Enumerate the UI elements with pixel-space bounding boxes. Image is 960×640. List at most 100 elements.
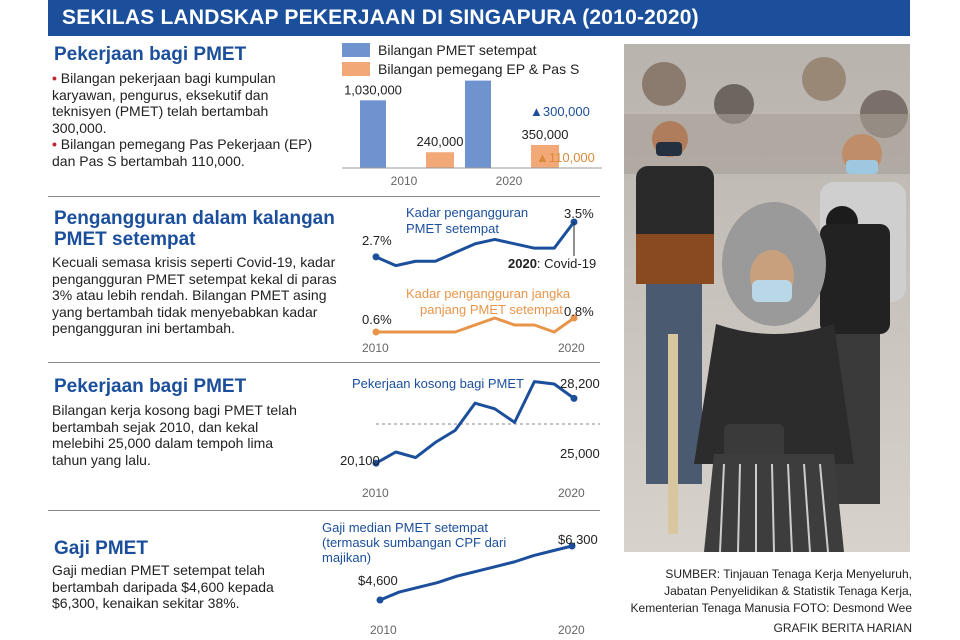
long-term-unemployment-line bbox=[376, 316, 575, 334]
text-line: Gaji median PMET setempat telah bbox=[52, 562, 265, 578]
x-tick-label: 2010 bbox=[370, 623, 397, 637]
x-tick-label: 2020 bbox=[496, 174, 523, 188]
photo-illustration bbox=[624, 44, 910, 552]
end-value-label: 0.8% bbox=[564, 304, 594, 319]
bar bbox=[465, 80, 491, 168]
line-start-point bbox=[372, 328, 380, 336]
bar bbox=[531, 145, 559, 168]
source-line: Jabatan Penyelidikan & Statistik Tenaga … bbox=[664, 584, 912, 598]
text-line: $6,300, kenaikan sekitar 38%. bbox=[52, 595, 240, 611]
line-end-point bbox=[568, 542, 576, 550]
title-line: PMET setempat bbox=[54, 229, 196, 250]
bar bbox=[360, 100, 386, 168]
street-photo bbox=[624, 44, 910, 552]
bar-value-label: 240,000 bbox=[417, 134, 464, 149]
divider bbox=[48, 362, 600, 363]
covid-text: : Covid-19 bbox=[537, 256, 596, 271]
text-line: Kecuali semasa krisis seperti Covid-19, … bbox=[52, 254, 336, 270]
text-line: pengangguran PMET setempat kekal di para… bbox=[52, 270, 337, 287]
increase-annotation: ▲110,000 bbox=[536, 150, 595, 165]
title-line: Pengangguran dalam kalangan bbox=[54, 208, 335, 229]
text-line: melebihi 25,000 dalam tempoh lima bbox=[52, 435, 274, 451]
reference-value-label: 25,000 bbox=[560, 446, 600, 461]
series-label: panjang PMET setempat bbox=[420, 302, 563, 317]
text-line: Bilangan kerja kosong bagi PMET telah bbox=[52, 402, 297, 418]
text-line: dan Pas S bertambah 110,000. bbox=[52, 152, 245, 169]
vacancies-line bbox=[375, 380, 575, 465]
series-label: Kadar pengangguran bbox=[406, 205, 528, 220]
text-line: pengangguran ini bertambah. bbox=[52, 320, 235, 336]
covid-year: 2020 bbox=[508, 256, 537, 271]
x-tick-label: 2010 bbox=[391, 174, 418, 188]
section-unemployment-text: Kecuali semasa krisis seperti Covid-19, … bbox=[52, 254, 352, 337]
text-line: 3% atau lebih rendah. Bilangan PMET asin… bbox=[52, 287, 327, 303]
legend-label-ep: Bilangan pemegang EP & Pas S bbox=[378, 61, 580, 77]
text-line: bertambah sejak 2010, dan kekal bbox=[52, 418, 259, 435]
x-tick-label: 2020 bbox=[558, 341, 585, 355]
section-pmet-jobs-text: • Bilangan pekerjaan bagi kumpulan karya… bbox=[52, 70, 342, 169]
x-tick-label: 2020 bbox=[558, 623, 585, 637]
line-start-point bbox=[372, 459, 380, 467]
series-label: Pekerjaan kosong bagi PMET bbox=[352, 376, 524, 391]
covid-annotation: 2020: Covid-19 bbox=[508, 256, 596, 271]
series-label: (termasuk sumbangan CPF dari bbox=[322, 535, 506, 550]
section-wages-title: Gaji PMET bbox=[54, 538, 148, 559]
divider bbox=[48, 510, 600, 511]
section-wages-text: Gaji median PMET setempat telah bertamba… bbox=[52, 562, 342, 612]
line-end-point bbox=[570, 394, 578, 402]
start-value-label: 0.6% bbox=[362, 312, 392, 327]
bar-value-label: 1,030,000 bbox=[344, 82, 402, 97]
series-label: PMET setempat bbox=[406, 221, 499, 236]
text-line: teknisyen (PMET) telah bertambah bbox=[52, 103, 269, 119]
legend-swatch-local bbox=[342, 43, 370, 57]
vacancies-chart: Pekerjaan kosong bagi PMET 20,100 28,200 25… bbox=[340, 376, 600, 500]
page-title: SEKILAS LANDSKAP PEKERJAAN DI SINGAPURA … bbox=[62, 6, 699, 29]
bullet-dot: • bbox=[52, 70, 57, 86]
text-line: tahun yang lalu. bbox=[52, 451, 151, 468]
text-line: Bilangan pekerjaan bagi kumpulan bbox=[60, 70, 276, 86]
text-line: bertambah daripada $4,600 kepada bbox=[52, 578, 274, 595]
x-tick-label: 2010 bbox=[362, 341, 389, 355]
series-label: Kadar pengangguran jangka bbox=[406, 286, 571, 301]
section-vacancies-text: Bilangan kerja kosong bagi PMET telah be… bbox=[52, 402, 342, 468]
line-start-point bbox=[376, 596, 384, 604]
wages-line bbox=[379, 544, 573, 602]
bullet-dot: • bbox=[52, 136, 57, 152]
start-value-label: $4,600 bbox=[358, 573, 398, 588]
series-label: Gaji median PMET setempat bbox=[322, 520, 488, 535]
start-value-label: 20,100 bbox=[340, 453, 380, 468]
end-value-label: 28,200 bbox=[560, 376, 600, 391]
section-pmet-jobs-title: Pekerjaan bagi PMET bbox=[54, 44, 247, 65]
bar-chart: 1,030,000240,00020101,330,000350,0002020… bbox=[342, 80, 602, 188]
title-bar: SEKILAS LANDSKAP PEKERJAAN DI SINGAPURA … bbox=[48, 0, 910, 36]
x-tick-label: 2020 bbox=[558, 486, 585, 500]
text-line: karyawan, pengurus, eksekutif dan bbox=[52, 86, 269, 103]
bullet-line: • Bilangan pemegang Pas Pekerjaan (EP) bbox=[52, 136, 342, 153]
start-value-label: 2.7% bbox=[362, 233, 392, 248]
text-line: 300,000. bbox=[52, 119, 107, 136]
text-line: Bilangan pemegang Pas Pekerjaan (EP) bbox=[60, 136, 313, 152]
section-vacancies-title: Pekerjaan bagi PMET bbox=[54, 376, 247, 397]
increase-annotation: ▲300,000 bbox=[530, 104, 590, 119]
graphic-credit: GRAFIK BERITA HARIAN bbox=[773, 621, 912, 635]
end-value-label: $6,300 bbox=[558, 532, 598, 547]
section-unemployment-title: Pengangguran dalam kalangan PMET setempa… bbox=[54, 208, 335, 250]
wages-chart: Gaji median PMET setempat(termasuk sumba… bbox=[322, 520, 598, 637]
source-line: SUMBER: Tinjauan Tenaga Kerja Menyeluruh… bbox=[665, 567, 912, 581]
end-value-label: 3.5% bbox=[564, 206, 594, 221]
legend-label-local: Bilangan PMET setempat bbox=[378, 42, 537, 58]
series-label: majikan) bbox=[322, 550, 371, 565]
bar bbox=[426, 152, 454, 168]
bullet-line: • Bilangan pekerjaan bagi kumpulan bbox=[52, 70, 342, 87]
bar-value-label: 350,000 bbox=[522, 127, 569, 142]
source-line: Kementerian Tenaga Manusia FOTO: Desmond… bbox=[630, 601, 912, 615]
line-start-point bbox=[372, 253, 380, 261]
x-tick-label: 2010 bbox=[362, 486, 389, 500]
unemployment-line bbox=[375, 221, 576, 268]
legend-swatch-ep bbox=[342, 62, 370, 76]
divider bbox=[48, 196, 600, 197]
line-end-point bbox=[570, 314, 578, 322]
source-note: SUMBER: Tinjauan Tenaga Kerja Menyeluruh… bbox=[631, 566, 912, 617]
text-line: yang bertambah tidak menyebabkan kadar bbox=[52, 303, 318, 320]
